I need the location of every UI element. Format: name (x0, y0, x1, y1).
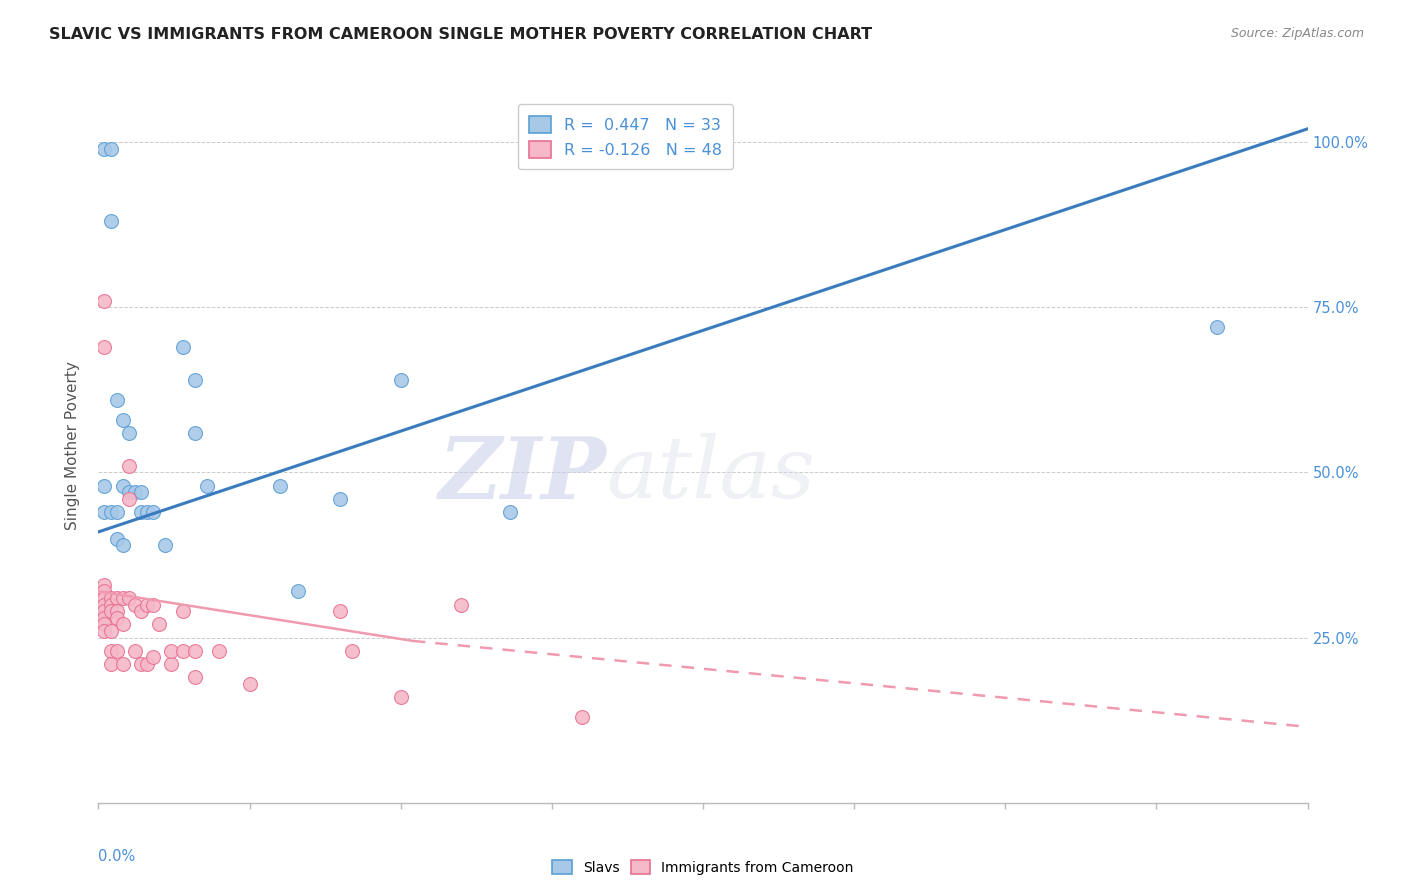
Point (583, 142, 606, 156)
Point (160, 644, 183, 658)
Point (93, 617, 115, 632)
Point (389, 690, 412, 704)
Point (100, 598, 122, 612)
Point (129, 604, 152, 618)
Point (142, 598, 165, 612)
Point (93, 478, 115, 492)
Point (100, 624, 122, 638)
Point (111, 657, 134, 671)
Point (118, 485, 141, 500)
Point (105, 532, 128, 546)
Point (111, 591, 134, 605)
Point (105, 604, 128, 618)
Point (93, 604, 115, 618)
Point (93, 624, 115, 638)
Point (148, 617, 170, 632)
Point (208, 644, 231, 658)
Point (1206, 320, 1229, 334)
Point (118, 458, 141, 473)
Point (342, 644, 364, 658)
Point (184, 425, 207, 440)
Text: ZIP: ZIP (439, 433, 606, 516)
Point (100, 604, 122, 618)
Point (100, 591, 122, 605)
Point (93, 598, 115, 612)
Point (93, 591, 115, 605)
Point (602, 142, 624, 156)
Point (571, 710, 593, 724)
Point (100, 644, 122, 658)
Point (135, 505, 157, 519)
Point (129, 657, 152, 671)
Point (100, 505, 122, 519)
Point (93, 142, 115, 156)
Point (498, 505, 520, 519)
Point (105, 611, 128, 625)
Point (111, 478, 134, 492)
Point (160, 657, 183, 671)
Text: Source: ZipAtlas.com: Source: ZipAtlas.com (1230, 27, 1364, 40)
Point (142, 650, 165, 665)
Point (172, 604, 194, 618)
Point (184, 373, 207, 387)
Point (93, 340, 115, 354)
Point (329, 604, 352, 618)
Point (111, 617, 134, 632)
Point (129, 505, 152, 519)
Point (100, 657, 122, 671)
Point (105, 505, 128, 519)
Point (111, 412, 134, 426)
Point (100, 214, 122, 228)
Point (93, 293, 115, 308)
Point (389, 373, 412, 387)
Point (124, 598, 146, 612)
Text: atlas: atlas (606, 434, 815, 516)
Point (135, 598, 157, 612)
Point (129, 485, 152, 500)
Point (287, 584, 309, 599)
Point (172, 644, 194, 658)
Point (105, 644, 128, 658)
Point (93, 505, 115, 519)
Point (153, 538, 176, 552)
Text: 0.0%: 0.0% (98, 849, 135, 864)
Point (239, 677, 262, 691)
Point (111, 538, 134, 552)
Point (100, 142, 122, 156)
Point (450, 598, 472, 612)
Point (269, 478, 291, 492)
Point (93, 584, 115, 599)
Point (118, 425, 141, 440)
Point (124, 644, 146, 658)
Point (118, 491, 141, 506)
Point (93, 578, 115, 592)
Point (184, 644, 207, 658)
Point (93, 611, 115, 625)
Y-axis label: Single Mother Poverty: Single Mother Poverty (65, 361, 80, 531)
Point (105, 591, 128, 605)
Legend: Slavs, Immigrants from Cameroon: Slavs, Immigrants from Cameroon (547, 855, 859, 880)
Point (124, 485, 146, 500)
Point (105, 392, 128, 407)
Point (571, 142, 593, 156)
Point (195, 478, 218, 492)
Point (142, 505, 165, 519)
Point (184, 670, 207, 684)
Legend: R =  0.447   N = 33, R = -0.126   N = 48: R = 0.447 N = 33, R = -0.126 N = 48 (517, 104, 733, 169)
Point (172, 340, 194, 354)
Point (329, 491, 352, 506)
Point (118, 591, 141, 605)
Text: SLAVIC VS IMMIGRANTS FROM CAMEROON SINGLE MOTHER POVERTY CORRELATION CHART: SLAVIC VS IMMIGRANTS FROM CAMEROON SINGL… (49, 27, 872, 42)
Point (135, 657, 157, 671)
